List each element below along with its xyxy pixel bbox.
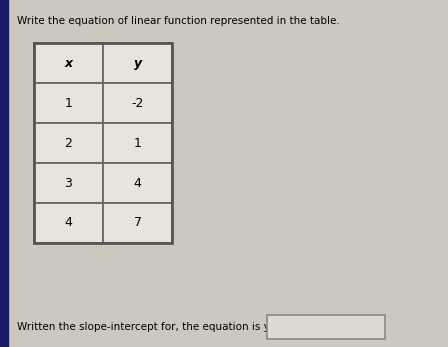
Bar bbox=[103, 83, 172, 123]
Text: Written the slope-intercept for, the equation is y =: Written the slope-intercept for, the equ… bbox=[17, 322, 282, 332]
Bar bbox=[34, 43, 103, 83]
Text: -2: -2 bbox=[132, 97, 144, 110]
Text: 7: 7 bbox=[134, 217, 142, 229]
Bar bbox=[103, 203, 172, 243]
Bar bbox=[103, 123, 172, 163]
Text: y: y bbox=[134, 57, 142, 70]
Bar bbox=[34, 203, 103, 243]
Bar bbox=[34, 123, 103, 163]
Text: x: x bbox=[64, 57, 73, 70]
Text: 2: 2 bbox=[65, 137, 72, 150]
Text: 4: 4 bbox=[134, 177, 142, 189]
Bar bbox=[267, 315, 385, 339]
Bar bbox=[34, 83, 103, 123]
Bar bbox=[34, 43, 172, 243]
Bar bbox=[0, 0, 8, 347]
Text: Write the equation of linear function represented in the table.: Write the equation of linear function re… bbox=[17, 16, 340, 26]
Bar bbox=[103, 163, 172, 203]
Text: 3: 3 bbox=[65, 177, 72, 189]
Text: 1: 1 bbox=[65, 97, 72, 110]
Text: 1: 1 bbox=[134, 137, 142, 150]
Bar bbox=[34, 163, 103, 203]
Bar bbox=[103, 43, 172, 83]
Text: 4: 4 bbox=[65, 217, 72, 229]
